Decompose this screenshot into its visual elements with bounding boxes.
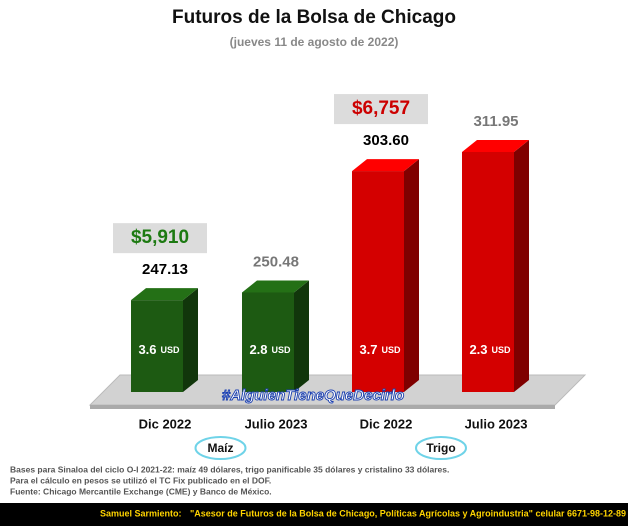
inner-label: 3.6 USD xyxy=(138,342,180,357)
bar-top xyxy=(462,140,529,152)
bar-top xyxy=(131,288,198,301)
bar xyxy=(242,292,294,392)
inner-unit: USD xyxy=(161,345,181,355)
note: Bases para Sinaloa del ciclo O-I 2021-22… xyxy=(10,464,449,474)
inner-value: 3.6 xyxy=(138,342,156,357)
watermark: #AlguienTieneQueDecirlo xyxy=(222,387,404,404)
inner-unit: USD xyxy=(272,345,292,355)
value-label: 247.13 xyxy=(142,261,188,278)
inner-label: 2.8 USD xyxy=(249,342,291,357)
bar-side xyxy=(183,288,198,392)
bar xyxy=(131,300,183,392)
bar xyxy=(352,171,404,392)
price-box xyxy=(334,94,428,125)
floor-edge xyxy=(90,405,555,409)
note: Fuente: Chicago Mercantile Exchange (CME… xyxy=(10,486,272,496)
chart-title: Futuros de la Bolsa de Chicago xyxy=(172,7,456,28)
inner-value: 3.7 xyxy=(359,342,377,357)
bar xyxy=(462,152,514,392)
inner-label: 2.3 USD xyxy=(469,342,511,357)
footer-author: Samuel Sarmiento: xyxy=(100,508,182,518)
chart-subtitle: (jueves 11 de agosto de 2022) xyxy=(230,35,399,49)
value-label: 303.60 xyxy=(363,132,409,149)
group-label: Trigo xyxy=(426,441,455,455)
inner-unit: USD xyxy=(382,345,402,355)
group-ellipse xyxy=(415,436,467,460)
value-label: 250.48 xyxy=(253,253,299,270)
bar-side xyxy=(294,280,309,392)
group-ellipse xyxy=(194,436,247,460)
price-box xyxy=(113,223,207,254)
inner-unit: USD xyxy=(492,345,512,355)
footer-bar xyxy=(0,503,628,526)
x-tick-label: Dic 2022 xyxy=(360,416,413,431)
footer-text: "Asesor de Futuros de la Bolsa de Chicag… xyxy=(190,508,626,518)
value-label: 311.95 xyxy=(473,113,518,130)
x-tick-label: Julio 2023 xyxy=(245,416,308,431)
bar-side xyxy=(514,140,529,392)
inner-label: 3.7 USD xyxy=(359,342,401,357)
price-label: $5,910 xyxy=(131,227,189,248)
x-tick-label: Julio 2023 xyxy=(465,416,528,431)
inner-value: 2.8 xyxy=(249,342,267,357)
note: Para el cálculo en pesos se utilizó el T… xyxy=(10,475,271,485)
group-label: Maíz xyxy=(207,441,233,455)
x-tick-label: Dic 2022 xyxy=(139,416,192,431)
bar-top xyxy=(242,280,309,293)
bar-top xyxy=(352,159,419,172)
bar-side xyxy=(404,159,419,392)
price-label: $6,757 xyxy=(352,98,410,119)
inner-value: 2.3 xyxy=(469,342,487,357)
